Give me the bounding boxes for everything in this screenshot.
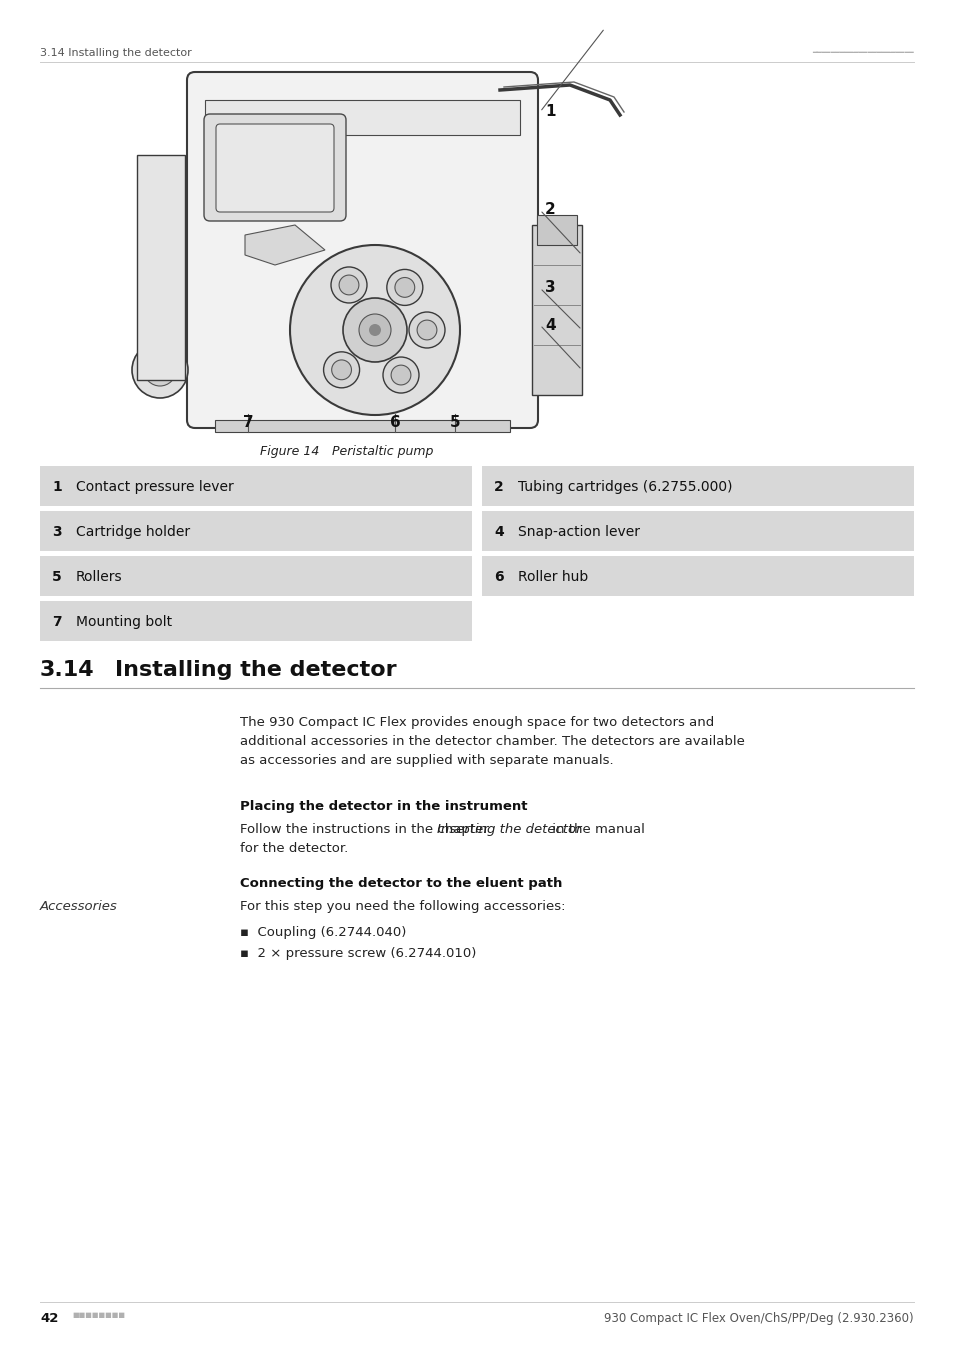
Text: ▪  2 × pressure screw (6.2744.010): ▪ 2 × pressure screw (6.2744.010) <box>240 946 476 960</box>
Text: ━━━━━━━━━━━━━━━━━━━━━━: ━━━━━━━━━━━━━━━━━━━━━━ <box>811 49 913 57</box>
Circle shape <box>395 278 415 297</box>
Text: 3.14: 3.14 <box>40 660 94 680</box>
Text: Contact pressure lever: Contact pressure lever <box>76 481 233 494</box>
Bar <box>40 601 472 641</box>
Text: in the manual: in the manual <box>547 824 644 836</box>
Text: Cartridge holder: Cartridge holder <box>76 525 190 539</box>
Bar <box>532 225 581 396</box>
Circle shape <box>382 356 418 393</box>
Text: as accessories and are supplied with separate manuals.: as accessories and are supplied with sep… <box>240 755 613 767</box>
Bar <box>40 466 472 506</box>
Bar <box>481 466 913 506</box>
Bar <box>214 420 510 432</box>
Bar <box>40 556 472 595</box>
Text: Mounting bolt: Mounting bolt <box>76 616 172 629</box>
Polygon shape <box>245 225 325 265</box>
Circle shape <box>331 267 367 302</box>
Circle shape <box>391 364 411 385</box>
Text: ▪  Coupling (6.2744.040): ▪ Coupling (6.2744.040) <box>240 926 406 940</box>
Circle shape <box>416 320 436 340</box>
Bar <box>481 556 913 595</box>
Text: 4: 4 <box>544 317 555 332</box>
Bar <box>537 215 577 244</box>
Text: Accessories: Accessories <box>40 900 117 913</box>
Text: Roller hub: Roller hub <box>517 570 588 585</box>
Text: 7: 7 <box>242 414 253 431</box>
Text: 1: 1 <box>544 104 555 120</box>
Text: 1: 1 <box>52 481 62 494</box>
Circle shape <box>358 315 391 346</box>
Text: Peristaltic pump: Peristaltic pump <box>319 446 433 458</box>
Polygon shape <box>137 155 185 379</box>
Text: 7: 7 <box>52 616 62 629</box>
Text: 2: 2 <box>494 481 503 494</box>
Text: 5: 5 <box>449 414 460 431</box>
Text: 6: 6 <box>494 570 503 585</box>
Text: 3.14 Installing the detector: 3.14 Installing the detector <box>40 49 192 58</box>
Text: 5: 5 <box>52 570 62 585</box>
Text: For this step you need the following accessories:: For this step you need the following acc… <box>240 900 565 913</box>
Circle shape <box>290 244 459 414</box>
Circle shape <box>332 360 351 379</box>
Circle shape <box>323 352 359 387</box>
Text: 42: 42 <box>40 1312 58 1324</box>
Text: ■■■■■■■■: ■■■■■■■■ <box>71 1312 125 1318</box>
Bar <box>40 512 472 551</box>
Text: for the detector.: for the detector. <box>240 842 348 855</box>
FancyBboxPatch shape <box>215 124 334 212</box>
Text: Installing the detector: Installing the detector <box>115 660 396 680</box>
Text: The 930 Compact IC Flex provides enough space for two detectors and: The 930 Compact IC Flex provides enough … <box>240 716 714 729</box>
Circle shape <box>338 275 358 294</box>
Text: Placing the detector in the instrument: Placing the detector in the instrument <box>240 801 527 813</box>
Circle shape <box>386 270 422 305</box>
Text: Tubing cartridges (6.2755.000): Tubing cartridges (6.2755.000) <box>517 481 732 494</box>
Text: 2: 2 <box>544 202 556 217</box>
FancyBboxPatch shape <box>204 113 346 221</box>
Text: 6: 6 <box>389 414 400 431</box>
Circle shape <box>144 354 175 386</box>
Text: Inserting the detector: Inserting the detector <box>436 824 581 836</box>
Circle shape <box>343 298 407 362</box>
Bar <box>205 100 519 135</box>
Circle shape <box>409 312 444 348</box>
Text: Follow the instructions in the chapter: Follow the instructions in the chapter <box>240 824 493 836</box>
Circle shape <box>369 324 380 336</box>
Text: Figure 14: Figure 14 <box>260 446 319 458</box>
Text: Connecting the detector to the eluent path: Connecting the detector to the eluent pa… <box>240 878 561 890</box>
Text: 3: 3 <box>52 525 62 539</box>
Circle shape <box>132 342 188 398</box>
FancyBboxPatch shape <box>187 72 537 428</box>
Text: Rollers: Rollers <box>76 570 123 585</box>
Text: 930 Compact IC Flex Oven/ChS/PP/Deg (2.930.2360): 930 Compact IC Flex Oven/ChS/PP/Deg (2.9… <box>604 1312 913 1324</box>
Bar <box>481 512 913 551</box>
Text: additional accessories in the detector chamber. The detectors are available: additional accessories in the detector c… <box>240 734 744 748</box>
Text: Snap-action lever: Snap-action lever <box>517 525 639 539</box>
Text: 4: 4 <box>494 525 503 539</box>
Text: 3: 3 <box>544 281 555 296</box>
